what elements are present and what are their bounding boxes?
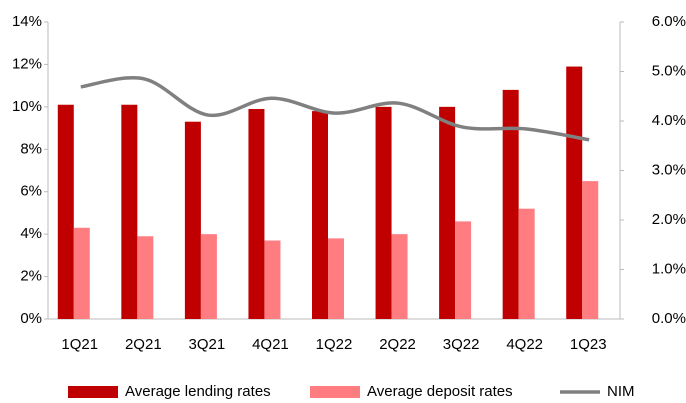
y2-tick-label: 6.0%	[652, 13, 686, 30]
bar	[391, 234, 408, 319]
bar	[137, 236, 154, 319]
y2-tick-label: 0.0%	[652, 310, 686, 327]
y-tick-label: 4%	[20, 225, 42, 242]
x-tick-label: 1Q22	[316, 336, 353, 353]
bar	[264, 240, 281, 319]
bar	[439, 106, 456, 319]
bar	[455, 221, 472, 319]
x-tick-label: 4Q21	[252, 336, 289, 353]
x-tick-label: 1Q23	[570, 336, 607, 353]
bar	[566, 66, 583, 319]
y-tick-label: 0%	[20, 310, 42, 327]
bar	[200, 234, 217, 319]
bar	[73, 227, 90, 319]
y2-tick-label: 4.0%	[652, 112, 686, 129]
bar	[582, 181, 599, 319]
bar	[312, 111, 328, 319]
y-tick-label: 12%	[12, 55, 42, 72]
bar	[328, 238, 344, 319]
x-tick-label: 2Q22	[379, 336, 416, 353]
bar	[57, 104, 74, 319]
y-tick-label: 14%	[12, 13, 42, 30]
y2-tick-label: 2.0%	[652, 211, 686, 228]
x-tick-label: 2Q21	[125, 336, 162, 353]
bar	[502, 89, 519, 319]
x-tick-label: 1Q21	[61, 336, 98, 353]
line	[80, 76, 590, 142]
legend-swatch	[68, 386, 118, 398]
bar	[375, 106, 392, 319]
bar	[518, 208, 535, 319]
y2-tick-label: 5.0%	[652, 62, 686, 79]
x-tick-label: 3Q21	[189, 336, 226, 353]
y-tick-label: 8%	[20, 140, 42, 157]
bar	[184, 121, 201, 319]
y2-tick-label: 3.0%	[652, 161, 686, 178]
y-tick-label: 10%	[12, 98, 42, 115]
bar	[248, 108, 265, 319]
x-tick-label: 3Q22	[443, 336, 480, 353]
y2-tick-label: 1.0%	[652, 260, 686, 277]
y-tick-label: 2%	[20, 268, 42, 285]
bar	[121, 104, 138, 319]
legend-label: Average deposit rates	[367, 383, 513, 400]
x-tick-label: 4Q22	[506, 336, 543, 353]
legend-swatch	[310, 386, 360, 398]
legend-label: Average lending rates	[125, 383, 271, 400]
y-tick-label: 6%	[20, 183, 42, 200]
legend-label: NIM	[607, 383, 635, 400]
